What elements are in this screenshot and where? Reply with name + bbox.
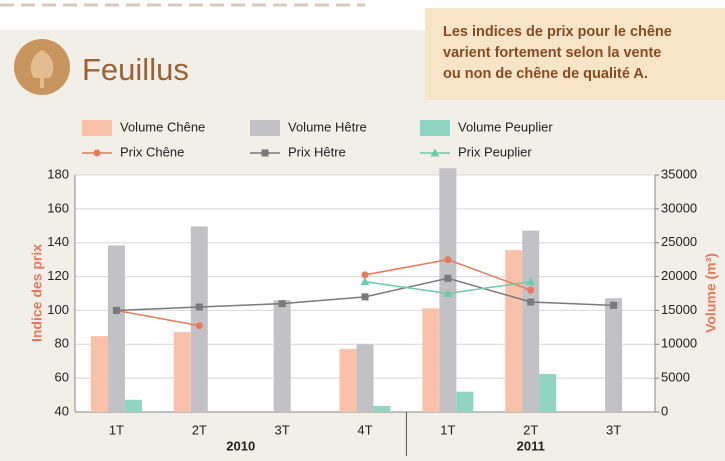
callout: Les indices de prix pour le chêne varien… (425, 8, 725, 100)
y-tick-label: 40 (55, 403, 69, 418)
group-label: 2010 (226, 438, 255, 453)
bar (522, 230, 540, 412)
y-tick-label: 180 (47, 166, 69, 181)
y2-tick-label: 20000 (661, 268, 697, 283)
legend-swatch (250, 120, 280, 136)
point (610, 301, 618, 309)
point (278, 300, 286, 308)
bar (539, 374, 557, 412)
legend-label: Volume Peuplier (458, 119, 553, 134)
legend-label: Prix Chêne (120, 144, 184, 159)
y-tick-label: 120 (47, 268, 69, 283)
bar (422, 308, 440, 412)
callout-line: ou non de chêne de qualité A. (443, 66, 648, 82)
bar (90, 336, 108, 412)
point (195, 303, 203, 311)
y-tick-label: 60 (55, 370, 69, 385)
legend-marker (261, 149, 269, 157)
point (112, 306, 120, 314)
y2-tick-label: 25000 (661, 234, 697, 249)
callout-line: varient fortement selon la vente (443, 45, 662, 61)
x-tick-label: 2T (192, 422, 207, 437)
x-tick-label: 4T (357, 422, 372, 437)
legend-label: Prix Hêtre (288, 144, 346, 159)
legend-swatch (420, 120, 450, 136)
x-tick-label: 3T (606, 422, 621, 437)
x-tick-label: 2T (523, 422, 538, 437)
y2-tick-label: 15000 (661, 302, 697, 317)
y2-tick-label: 5000 (661, 370, 690, 385)
y-axis-label: Indice des prix (29, 244, 45, 342)
bar (273, 300, 291, 412)
y2-tick-label: 30000 (661, 200, 697, 215)
legend-marker (93, 149, 101, 157)
bar (124, 399, 142, 412)
y-tick-label: 80 (55, 336, 69, 351)
legend-swatch (82, 120, 112, 136)
y2-axis-label: Volume (m³) (703, 253, 719, 333)
bar (456, 391, 474, 412)
legend-marker (430, 148, 440, 157)
group-label: 2011 (517, 438, 545, 453)
y-tick-label: 100 (47, 302, 69, 317)
title: Feuillus (82, 52, 189, 87)
y-tick-label: 140 (47, 234, 69, 249)
point (361, 271, 369, 279)
bar (605, 298, 623, 412)
point (527, 298, 535, 306)
bar (505, 250, 523, 412)
bar (356, 344, 374, 412)
point (527, 286, 535, 294)
tree-shape (30, 50, 54, 88)
bar (173, 332, 191, 412)
x-tick-label: 3T (275, 422, 290, 437)
bar (190, 226, 208, 412)
y2-tick-label: 35000 (661, 166, 697, 181)
point (444, 274, 452, 282)
bar (107, 245, 125, 412)
point (526, 277, 536, 286)
point (443, 289, 453, 297)
x-tick-label: 1T (109, 422, 124, 437)
bar (373, 405, 391, 412)
legend-label: Volume Chêne (120, 119, 205, 134)
point (195, 322, 203, 330)
x-tick-label: 1T (440, 422, 455, 437)
y-tick-label: 160 (47, 200, 69, 215)
bar (339, 349, 357, 412)
callout-line: Les indices de prix pour le chêne (443, 24, 672, 40)
point (361, 293, 369, 301)
legend-label: Volume Hêtre (288, 119, 367, 134)
y2-tick-label: 10000 (661, 336, 697, 351)
point (360, 277, 370, 286)
legend-label: Prix Peuplier (458, 144, 532, 159)
y2-tick-label: 0 (661, 403, 668, 418)
point (444, 256, 452, 264)
